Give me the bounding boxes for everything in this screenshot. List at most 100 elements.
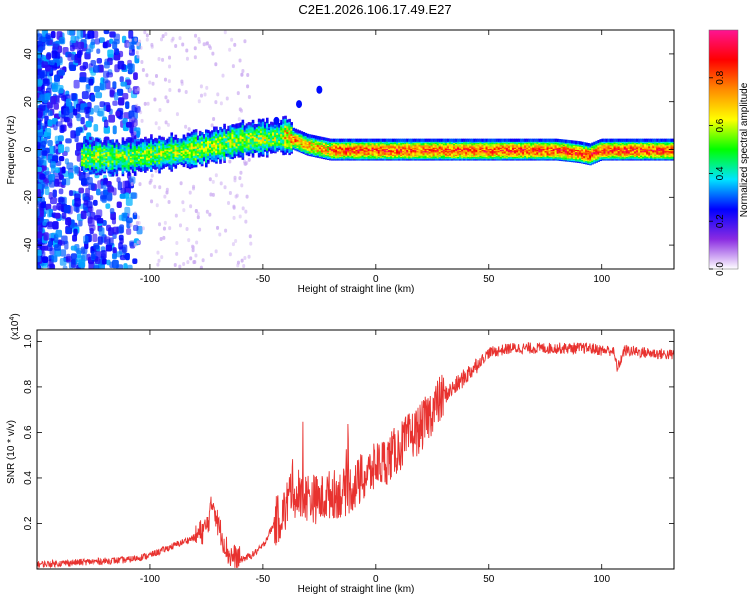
- heatmap-cell: [133, 72, 138, 81]
- heatmap-cell: [182, 152, 186, 157]
- heatmap-cell: [239, 140, 243, 144]
- heatmap-cell: [146, 160, 149, 164]
- heatmap-cell: [85, 147, 88, 151]
- heatmap-cell: [265, 142, 269, 147]
- heatmap-cell: [253, 140, 257, 144]
- heatmap-cell: [137, 157, 141, 161]
- heatmap-cell: [152, 154, 155, 158]
- heatmap-cell: [87, 160, 90, 164]
- heatmap-cell: [229, 151, 232, 155]
- heatmap-cell: [109, 207, 115, 214]
- heatmap-cell: [290, 134, 293, 138]
- heatmap-cell: [217, 144, 220, 148]
- heatmap-cell: [41, 150, 48, 156]
- heatmap-cell: [208, 212, 212, 217]
- heatmap-cell: [94, 257, 101, 265]
- heatmap-cell: [178, 264, 182, 269]
- heatmap-cell: [107, 163, 111, 167]
- heatmap-cell: [141, 147, 145, 151]
- heatmap-cell: [209, 138, 212, 142]
- heatmap-cell: [255, 125, 259, 130]
- heatmap-cell: [221, 140, 224, 144]
- heatmap-cell: [188, 142, 192, 146]
- heatmap-cell: [59, 36, 66, 45]
- heatmap-cell: [97, 236, 103, 245]
- heatmap-cell: [107, 140, 111, 144]
- heatmap-cell: [53, 103, 59, 110]
- heatmap-cell: [353, 138, 356, 142]
- heatmap-cell: [177, 88, 181, 93]
- heatmap-cell: [233, 154, 237, 159]
- heatmap-cell: [158, 149, 161, 153]
- heatmap-cell: [141, 155, 145, 159]
- heatmap-cell: [253, 132, 257, 136]
- heatmap-cell: [113, 156, 117, 161]
- heatmap-cell: [109, 149, 113, 153]
- heatmap-cell: [113, 165, 117, 169]
- heatmap-cell: [132, 212, 138, 220]
- heatmap-cell: [253, 144, 257, 149]
- heatmap-cell: [194, 133, 198, 138]
- heatmap-cell: [125, 169, 129, 173]
- heatmap-cell: [255, 145, 259, 149]
- heatmap-cell: [84, 52, 91, 60]
- heatmap-cell: [156, 157, 159, 161]
- heatmap-cell: [282, 118, 285, 122]
- heatmap-cell: [253, 128, 257, 132]
- heatmap-cell: [204, 141, 208, 145]
- heatmap-cell: [162, 160, 165, 164]
- heatmap-cell: [280, 132, 283, 136]
- heatmap-cell: [182, 145, 186, 149]
- heatmap-cell: [290, 150, 293, 154]
- heatmap-cell: [109, 145, 113, 149]
- heatmap-cell: [231, 133, 235, 137]
- heatmap-cell: [148, 141, 151, 146]
- heatmap-cell: [172, 140, 176, 144]
- heatmap-cell: [41, 245, 49, 251]
- heatmap-cell: [211, 147, 214, 152]
- heatmap-cell: [233, 151, 237, 155]
- heatmap-cell: [139, 110, 143, 115]
- heatmap-cell: [199, 93, 203, 98]
- heatmap-cell: [257, 140, 261, 145]
- heatmap-cell: [211, 142, 214, 146]
- heatmap-cell: [133, 165, 137, 170]
- heatmap-cell: [154, 164, 157, 168]
- heatmap-cell: [39, 71, 45, 79]
- heatmap-cell: [54, 212, 61, 219]
- heatmap-cell: [219, 135, 222, 140]
- heatmap-cell: [158, 137, 161, 142]
- heatmap-cell: [103, 158, 106, 163]
- heatmap-cell: [215, 154, 218, 158]
- heatmap-cell: [85, 159, 88, 163]
- heatmap-cell: [146, 101, 150, 106]
- heatmap-cell: [182, 134, 186, 138]
- heatmap-cell: [115, 164, 119, 168]
- heatmap-cell: [194, 253, 198, 258]
- heatmap-cell: [255, 142, 259, 146]
- heatmap-cell: [119, 224, 125, 234]
- heatmap-cell: [335, 138, 338, 142]
- heatmap-cell: [186, 164, 190, 169]
- heatmap-cell: [253, 133, 257, 137]
- heatmap-cell: [363, 138, 367, 142]
- heatmap-cell: [108, 114, 116, 123]
- heatmap-cell: [172, 146, 176, 151]
- heatmap-cell: [202, 134, 206, 138]
- heatmap-cell: [288, 147, 291, 151]
- heatmap-cell: [143, 143, 147, 147]
- heatmap-cell: [137, 87, 141, 92]
- heatmap-cell: [227, 135, 230, 139]
- heatmap-cell: [219, 138, 222, 142]
- heatmap-cell: [227, 142, 230, 147]
- heatmap-cell: [199, 265, 203, 269]
- heatmap-cell: [209, 139, 212, 143]
- heatmap-cell: [178, 138, 182, 142]
- heatmap-cell: [231, 135, 235, 139]
- heatmap-cell: [150, 161, 153, 166]
- heatmap-cell: [221, 148, 224, 153]
- heatmap-cell: [274, 134, 277, 138]
- heatmap-cell: [125, 163, 129, 167]
- heatmap-cell: [255, 131, 259, 135]
- heatmap-cell: [219, 158, 222, 162]
